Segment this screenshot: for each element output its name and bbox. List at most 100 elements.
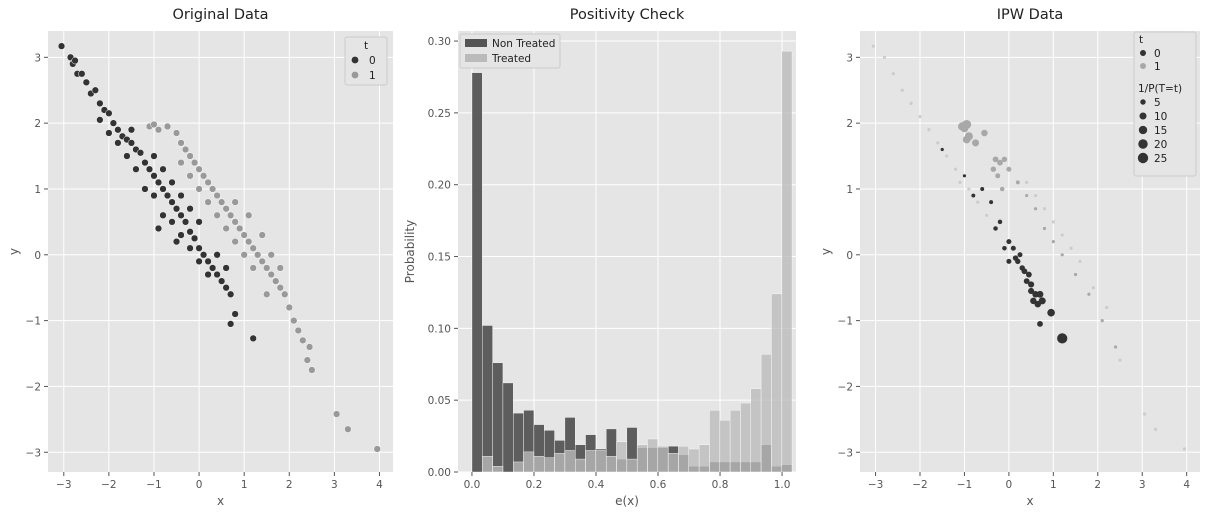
data-point: [186, 228, 194, 236]
original-data-points: [57, 42, 381, 453]
data-point: [136, 149, 145, 157]
data-point: [195, 218, 203, 226]
histogram-bar-treated: [492, 466, 504, 473]
weighted-data-point: [1028, 287, 1035, 295]
histogram-bar-treated: [750, 388, 762, 473]
data-point: [213, 191, 221, 200]
weighted-data-point: [953, 167, 958, 171]
legend-original: t0 1: [344, 36, 388, 86]
histogram-bar-treated: [636, 444, 648, 473]
data-point: [195, 244, 203, 252]
legend-size-marker: [1137, 152, 1149, 164]
weighted-data-point: [972, 139, 980, 147]
data-point: [195, 257, 203, 266]
x-tick-label: 0: [196, 479, 203, 491]
histogram-bar-treated: [564, 450, 576, 473]
y-tick-label: −2: [838, 381, 853, 393]
histogram-bar-treated: [698, 444, 710, 473]
weighted-data-point: [1034, 300, 1042, 308]
weighted-data-point: [1118, 358, 1122, 362]
y-tick-label: 0.30: [428, 36, 451, 48]
legend-entry-label: Treated: [491, 53, 531, 65]
x-tick-label: −1: [957, 479, 972, 491]
data-point: [299, 336, 307, 345]
data-point: [91, 86, 100, 94]
x-tick-label: 0.8: [712, 479, 729, 491]
data-point: [226, 211, 235, 219]
data-point: [217, 198, 226, 206]
data-point: [245, 211, 253, 219]
data-point: [177, 211, 185, 219]
x-tick-label: 1: [1050, 479, 1057, 491]
data-point: [168, 198, 176, 206]
histogram-bar-treated: [523, 451, 535, 473]
weighted-data-point: [1002, 245, 1007, 251]
data-point: [177, 231, 185, 239]
y-axis-label-original: y: [7, 248, 21, 255]
legend-entry-label: 1: [369, 70, 376, 82]
histogram-bar-non-treated: [471, 72, 483, 473]
weighted-data-point: [945, 154, 949, 158]
x-tick-label: 0.2: [526, 479, 543, 491]
y-tick-label: −1: [26, 316, 41, 328]
x-tick-label: 4: [1183, 479, 1190, 491]
weighted-data-point: [1033, 193, 1038, 198]
x-tick-label: 0.6: [650, 479, 667, 491]
legend-swatch: [465, 39, 487, 47]
histogram-bar-treated: [647, 438, 659, 473]
x-axis-label-original: x: [217, 494, 224, 508]
data-point: [240, 251, 248, 259]
legend-entry-label: 0: [369, 55, 376, 67]
data-point: [186, 205, 194, 213]
data-point: [249, 244, 257, 252]
data-point: [172, 205, 181, 213]
data-point: [177, 158, 185, 167]
data-point: [168, 178, 176, 187]
ipw-data-points: [871, 44, 1187, 451]
weighted-data-point: [1010, 245, 1016, 251]
data-point: [305, 343, 314, 351]
positivity-check-panel: 0.0 0.2 0.4 0.6 0.8 1.0 0.00 0.05 0.10 0.15 0.20 0.…: [403, 7, 796, 508]
legend-entry-label: 25: [1154, 153, 1167, 165]
data-point: [249, 334, 257, 343]
y-tick-label: −2: [26, 381, 41, 393]
weighted-data-point: [1006, 239, 1012, 245]
data-point: [267, 270, 275, 279]
x-tick-label: −1: [146, 479, 161, 491]
data-point: [105, 109, 113, 117]
weighted-data-point: [1142, 412, 1147, 416]
legend-marker: [351, 56, 359, 64]
x-axis-label-ipw: x: [1026, 494, 1033, 508]
data-point: [177, 139, 185, 147]
legend-marker: [351, 71, 359, 79]
weighted-data-point: [1051, 220, 1055, 224]
data-point: [373, 445, 381, 453]
weighted-data-point: [1025, 180, 1029, 184]
data-point: [231, 237, 239, 246]
weighted-data-point: [997, 219, 1003, 225]
data-point: [114, 126, 122, 134]
data-point: [263, 290, 271, 298]
data-point: [109, 119, 118, 127]
x-tick-label: 1.0: [774, 479, 791, 491]
data-point: [344, 425, 352, 433]
data-point: [222, 224, 230, 233]
x-tick-label: 3: [1139, 479, 1146, 491]
weighted-data-point: [989, 200, 994, 205]
weighted-data-point: [940, 147, 944, 152]
histogram-bar-non-treated: [502, 382, 514, 473]
legend-positivity: Non Treated Treated: [459, 33, 561, 69]
data-point: [82, 78, 90, 86]
data-point: [96, 116, 104, 124]
data-point: [181, 218, 190, 226]
y-tick-label: −3: [26, 447, 41, 459]
data-point: [57, 42, 66, 50]
data-point: [217, 277, 226, 285]
weighted-data-point: [997, 159, 1003, 166]
weighted-data-point: [1006, 166, 1012, 172]
legend-swatch: [465, 54, 487, 62]
data-point: [332, 410, 341, 418]
weighted-data-point: [1017, 252, 1023, 258]
x-tick-label: 0.0: [464, 479, 481, 491]
y-tick-label: 0.10: [428, 323, 451, 335]
